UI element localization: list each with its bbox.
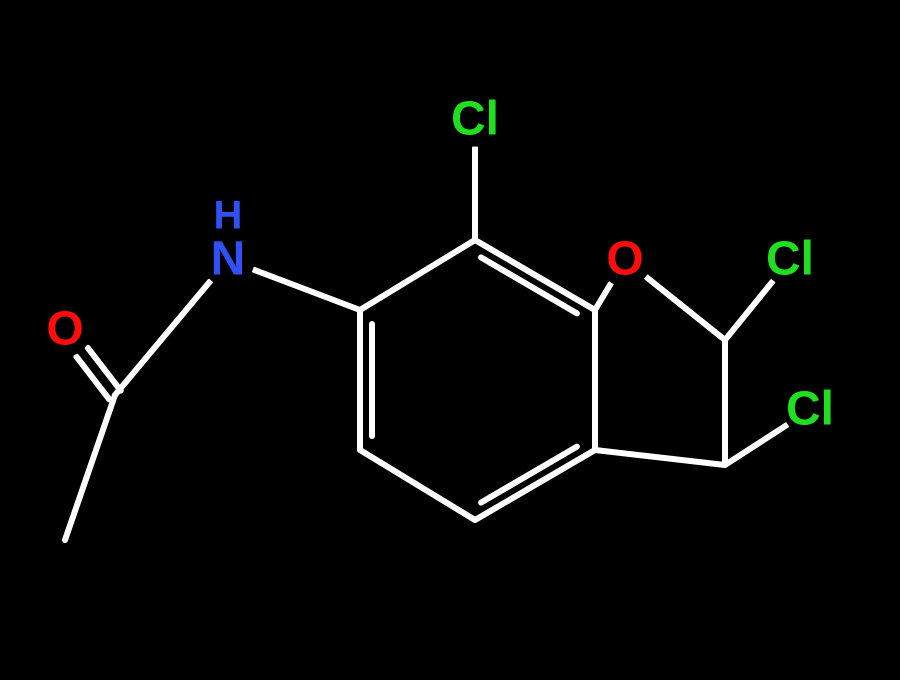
- bond-line: [360, 450, 475, 520]
- atom-cl: Cl: [766, 233, 814, 286]
- bond-line: [595, 284, 611, 310]
- atom-n: N: [211, 233, 246, 286]
- bond-line: [475, 450, 595, 520]
- molecule-diagram: O NH Cl O Cl Cl: [0, 0, 900, 680]
- atom-cl: Cl: [451, 93, 499, 146]
- bond-line: [360, 240, 475, 310]
- atom-cl: Cl: [786, 383, 834, 436]
- bond-line: [725, 425, 786, 465]
- bond-line: [475, 240, 595, 310]
- atom-h: H: [214, 194, 243, 238]
- atom-o: O: [606, 233, 643, 286]
- bond-line: [65, 395, 115, 540]
- bond-line: [725, 282, 772, 340]
- bond-line: [595, 450, 725, 465]
- atom-o: O: [46, 303, 83, 356]
- bond-line: [88, 348, 121, 391]
- bond-line: [254, 270, 360, 310]
- bond-line: [481, 447, 577, 503]
- bond-line: [115, 281, 210, 395]
- bond-line: [76, 357, 109, 400]
- bond-line: [647, 277, 725, 340]
- bond-line: [481, 257, 577, 313]
